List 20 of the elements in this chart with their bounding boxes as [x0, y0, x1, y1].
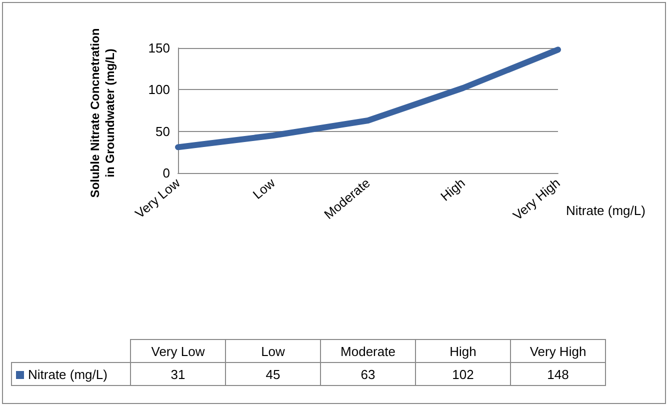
data-label: 63 [320, 362, 416, 386]
category-label: Very High [530, 344, 586, 358]
legend-label: Nitrate (mg/L) [12, 362, 130, 386]
x-tick-label: High [438, 175, 468, 204]
data-label: 102 [416, 362, 510, 386]
x-tick-label: Low [250, 174, 278, 202]
category-label: Very Low [151, 344, 205, 358]
category-label: High [450, 344, 476, 358]
y-tick-label: 0 [162, 166, 170, 180]
y-tick-label: 50 [156, 124, 170, 139]
data-label: 148 [510, 362, 606, 386]
y-tick-label: 150 [148, 40, 170, 56]
text: Nitrate (mg/L) [566, 203, 646, 218]
y-axis-title: Soluble Nitrate Concnetration in Groundwater (mg/L) [88, 28, 118, 198]
data-label: 31 [130, 362, 226, 386]
data-label: 45 [226, 362, 320, 386]
x-tick-label: Very High [510, 175, 563, 223]
category-label: Moderate [340, 344, 396, 358]
y-tick-label: 100 [148, 82, 170, 98]
category-label: Low [261, 344, 285, 358]
